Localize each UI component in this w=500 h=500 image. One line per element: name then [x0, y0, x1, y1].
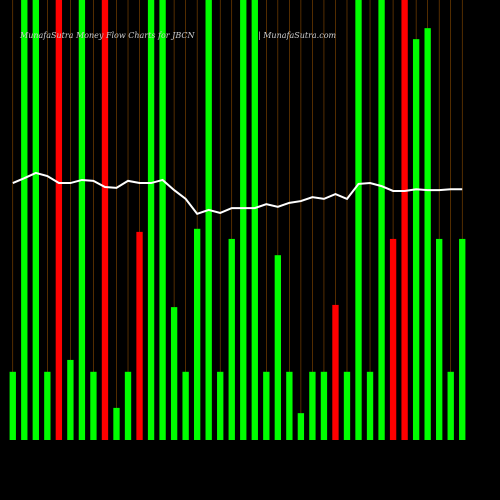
- bar: [263, 371, 270, 440]
- bar: [228, 238, 235, 440]
- bar: [32, 0, 39, 440]
- bar: [378, 0, 385, 440]
- bar: [9, 371, 16, 440]
- bars: [9, 0, 466, 440]
- bar: [251, 0, 258, 440]
- bar: [182, 371, 189, 440]
- bar: [124, 371, 132, 440]
- bar: [101, 0, 109, 440]
- bar: [459, 238, 466, 440]
- bar: [44, 371, 51, 440]
- bar: [205, 0, 212, 440]
- bar: [320, 371, 328, 440]
- bar: [436, 238, 443, 440]
- bar: [412, 39, 420, 440]
- bar: [55, 0, 63, 440]
- bar: [240, 0, 247, 440]
- bar: [343, 371, 351, 440]
- bar: [136, 231, 143, 440]
- chart-title: MunafaSutra Money Flow Charts for JBCN: [19, 31, 195, 40]
- bar: [193, 228, 201, 440]
- chart-subtitle: | MunafaSutra.com: [258, 31, 337, 40]
- bar: [147, 0, 155, 440]
- bar: [274, 255, 282, 440]
- bar: [286, 371, 293, 440]
- bar: [447, 371, 454, 440]
- bar: [113, 407, 120, 440]
- bar: [401, 0, 408, 440]
- bar: [366, 371, 374, 440]
- bar: [309, 371, 316, 440]
- bar: [159, 0, 166, 440]
- bar: [424, 28, 431, 440]
- bar: [21, 0, 28, 440]
- bar: [90, 371, 97, 440]
- money-flow-line: [12, 171, 463, 216]
- bar: [332, 304, 339, 440]
- bar: [355, 0, 362, 440]
- bar: [170, 307, 178, 440]
- bar: [217, 371, 224, 440]
- bar: [389, 238, 397, 440]
- bar: [78, 0, 86, 440]
- bar: [297, 413, 305, 440]
- bar: [67, 359, 74, 440]
